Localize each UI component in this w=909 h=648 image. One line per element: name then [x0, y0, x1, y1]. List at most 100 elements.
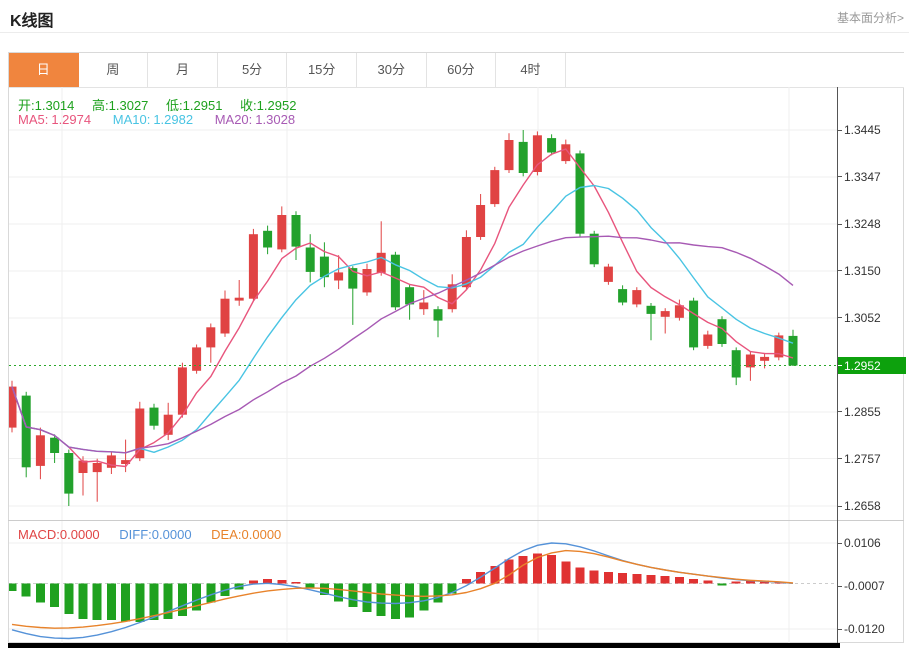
candle[interactable] — [660, 311, 670, 317]
candle[interactable] — [78, 460, 88, 473]
candle[interactable] — [760, 356, 770, 361]
candle[interactable] — [618, 289, 628, 303]
macd-bar — [135, 583, 145, 623]
ma5-label: MA5: — [18, 112, 49, 127]
candle[interactable] — [390, 254, 400, 308]
candle[interactable] — [490, 170, 500, 205]
candle[interactable] — [703, 334, 713, 346]
macd-bar — [362, 583, 372, 612]
candle[interactable] — [291, 215, 301, 247]
macd-bar — [390, 583, 400, 620]
candle[interactable] — [192, 347, 202, 371]
macd-bar — [646, 575, 656, 584]
tab-month[interactable]: 月 — [148, 53, 218, 87]
candle[interactable] — [717, 319, 727, 344]
ma10-label: MA10: — [112, 112, 151, 127]
macd-bar — [334, 583, 344, 602]
axis-tick-value: 1.2757 — [844, 451, 881, 466]
candle[interactable] — [575, 153, 585, 234]
axis-tick-icon — [838, 505, 842, 507]
macd-readout: MACD:0.0000 DIFF:0.0000 DEA:0.0000 — [18, 527, 297, 542]
candle[interactable] — [518, 141, 528, 173]
candle[interactable] — [745, 354, 755, 368]
candle[interactable] — [21, 395, 31, 468]
candle[interactable] — [92, 463, 102, 473]
dea-value: 0.0000 — [241, 527, 282, 542]
candle[interactable] — [788, 335, 798, 366]
price-axis-label: 1.3052 — [838, 310, 881, 326]
candle[interactable] — [135, 408, 145, 459]
candle[interactable] — [206, 327, 216, 348]
kline-plot[interactable] — [9, 87, 837, 643]
pane-divider — [8, 520, 904, 521]
candle[interactable] — [248, 234, 258, 299]
candle[interactable] — [177, 367, 187, 415]
candle[interactable] — [547, 138, 557, 153]
tab-60min[interactable]: 60分 — [426, 53, 497, 87]
candle[interactable] — [277, 215, 287, 250]
macd-bar — [35, 583, 45, 603]
candle[interactable] — [348, 268, 358, 289]
candle[interactable] — [163, 414, 173, 435]
candles-series — [9, 130, 798, 506]
macd-bar — [21, 583, 31, 597]
candle[interactable] — [589, 233, 599, 265]
candle[interactable] — [64, 453, 74, 494]
macd-axis-label: 0.0106 — [838, 535, 881, 551]
candle[interactable] — [9, 386, 17, 428]
candle[interactable] — [774, 335, 784, 358]
ma-readout: MA5: 1.2974 MA10: 1.2982 MA20: 1.3028 — [18, 112, 313, 127]
macd-bar — [589, 570, 599, 584]
axis-tick-icon — [838, 270, 842, 272]
candle[interactable] — [305, 247, 315, 272]
macd-bar — [717, 583, 727, 586]
candle[interactable] — [362, 269, 372, 293]
candle[interactable] — [532, 135, 542, 172]
page-title: K线图 — [10, 13, 54, 30]
candle[interactable] — [334, 272, 344, 281]
bottom-scrollbar[interactable] — [8, 643, 840, 648]
tab-4hour[interactable]: 4时 — [496, 53, 566, 87]
axis-tick-value: -0.0007 — [844, 579, 885, 593]
fundamental-analysis-link[interactable]: 基本面分析> — [836, 11, 904, 25]
candle[interactable] — [106, 455, 116, 468]
high-label: 高: — [92, 98, 109, 113]
candle[interactable] — [476, 205, 486, 237]
macd-bar — [504, 559, 514, 584]
candle[interactable] — [376, 252, 386, 273]
tab-day[interactable]: 日 — [9, 53, 79, 87]
low-value: 1.2951 — [182, 98, 223, 113]
candle[interactable] — [461, 237, 471, 288]
candle[interactable] — [50, 437, 60, 453]
price-axis-label: 1.2757 — [838, 451, 881, 467]
candle[interactable] — [121, 460, 131, 464]
candle[interactable] — [646, 305, 656, 314]
candle[interactable] — [419, 302, 429, 310]
candle[interactable] — [234, 297, 244, 301]
macd-bar — [731, 581, 741, 584]
candle[interactable] — [674, 305, 684, 318]
candle[interactable] — [632, 290, 642, 305]
candle[interactable] — [263, 230, 273, 248]
high-value: 1.3027 — [108, 98, 149, 113]
candle[interactable] — [561, 144, 571, 162]
candle[interactable] — [447, 284, 457, 310]
candle[interactable] — [603, 266, 613, 282]
candle[interactable] — [731, 350, 741, 378]
candle[interactable] — [689, 300, 699, 348]
tab-5min[interactable]: 5分 — [217, 53, 288, 87]
macd-bar — [490, 565, 500, 584]
candle[interactable] — [405, 287, 415, 305]
candle[interactable] — [319, 256, 329, 278]
tab-15min[interactable]: 15分 — [287, 53, 357, 87]
candle[interactable] — [149, 407, 159, 426]
candle[interactable] — [504, 140, 514, 171]
ma5-value: 1.2974 — [51, 112, 92, 127]
tab-week[interactable]: 周 — [78, 53, 149, 87]
macd-label: MACD: — [18, 527, 60, 542]
candle[interactable] — [35, 435, 45, 466]
tab-30min[interactable]: 30分 — [356, 53, 427, 87]
axis-tick-icon — [838, 542, 842, 544]
candle[interactable] — [220, 298, 230, 334]
candle[interactable] — [433, 309, 443, 321]
